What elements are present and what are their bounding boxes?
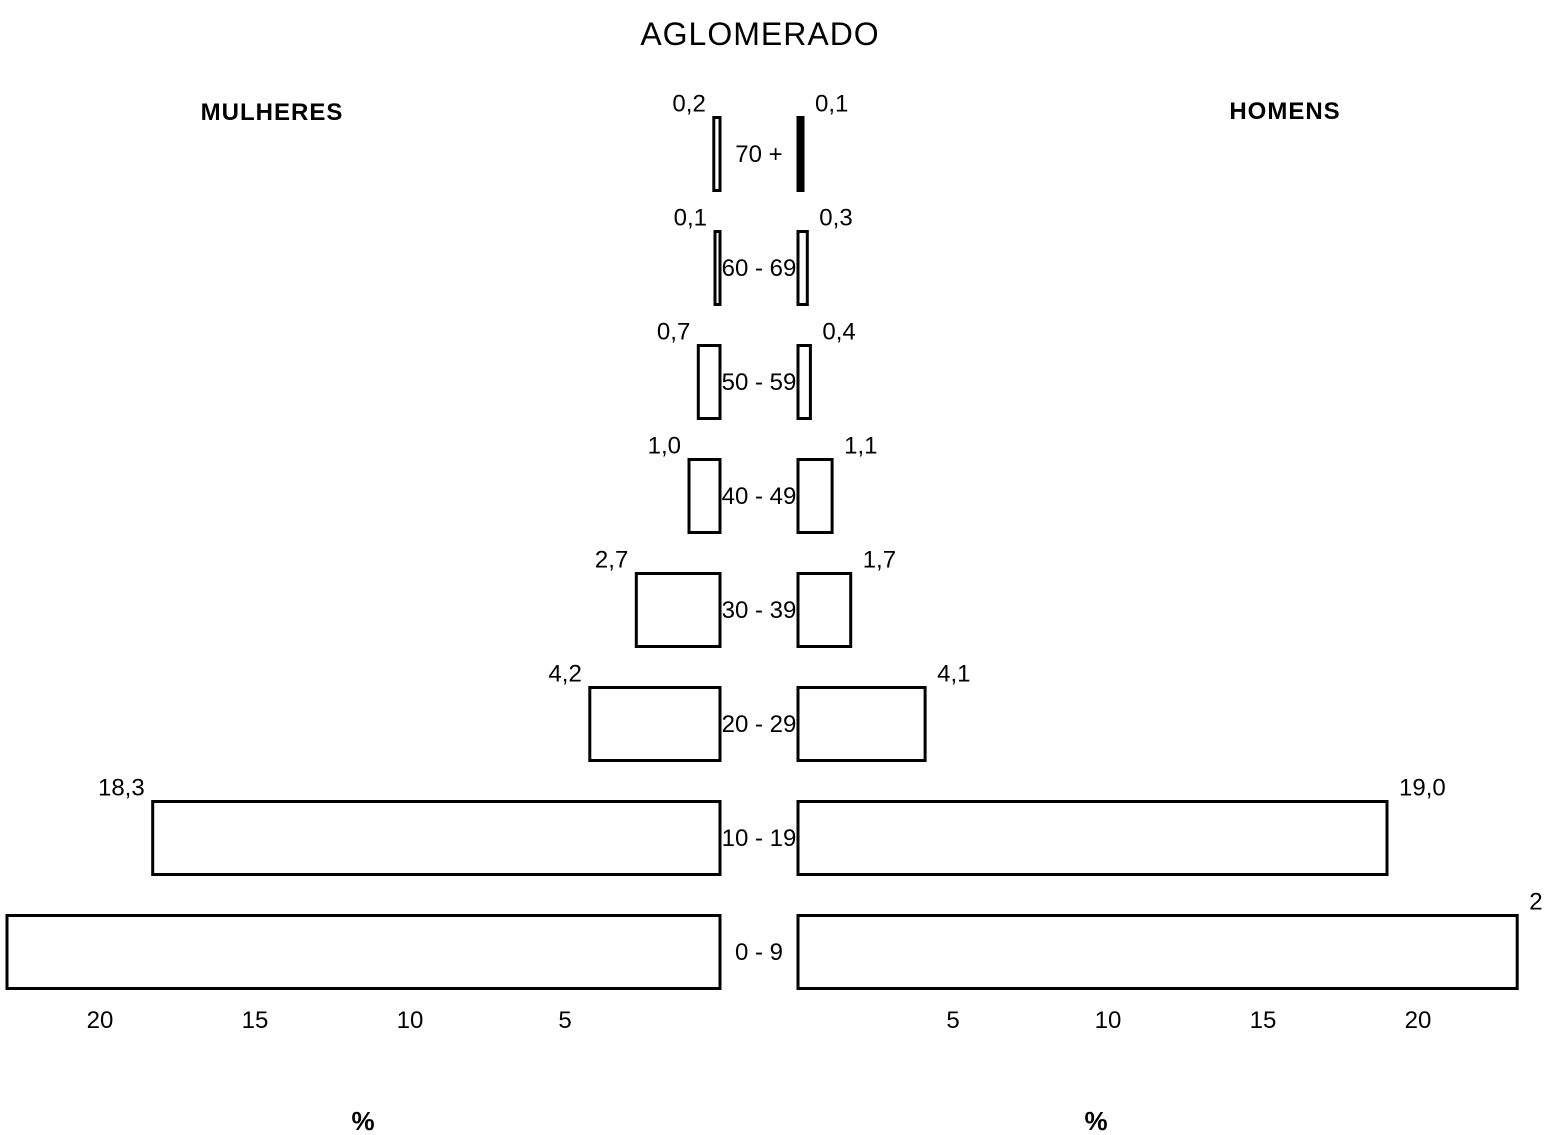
chart-marks: 0 - 9 2 10 - 19 18,3 19,0 20 - 29 4,2 4,1 30 - 3…: [5, 91, 1543, 1034]
male-value-label: 0,3: [819, 205, 852, 232]
female-bar: [696, 344, 722, 420]
male-value-label: 2: [1529, 889, 1542, 916]
male-bar: [796, 800, 1389, 876]
left-tick-label: 10: [397, 1007, 424, 1034]
left-axis-unit: %: [351, 1106, 374, 1135]
male-value-label: 1,1: [844, 433, 877, 460]
male-value-label: 0,1: [815, 91, 848, 118]
left-tick-label: 5: [558, 1007, 571, 1034]
right-side-label: HOMENS: [1229, 98, 1340, 125]
age-group-label: 30 - 39: [722, 597, 797, 624]
female-value-label: 0,7: [657, 319, 690, 346]
female-value-label: 2,7: [595, 547, 628, 574]
male-value-label: 0,4: [822, 319, 855, 346]
age-group-label: 0 - 9: [735, 939, 783, 966]
right-tick-label: 5: [946, 1007, 959, 1034]
right-tick-label: 20: [1405, 1007, 1432, 1034]
female-bar: [588, 686, 722, 762]
right-tick-label: 15: [1250, 1007, 1277, 1034]
female-bar: [5, 914, 722, 990]
male-value-label: 1,7: [863, 547, 896, 574]
right-axis-unit: %: [1084, 1106, 1107, 1135]
male-bar: [796, 230, 809, 306]
female-bar: [712, 116, 722, 192]
female-value-label: 18,3: [98, 775, 145, 802]
female-value-label: 4,2: [548, 661, 581, 688]
age-group-label: 70 +: [735, 141, 782, 168]
age-group-label: 50 - 59: [722, 369, 797, 396]
male-value-label: 4,1: [937, 661, 970, 688]
female-bar: [713, 230, 722, 306]
male-bar: [796, 686, 927, 762]
female-bar: [634, 572, 722, 648]
male-bar: [796, 914, 1519, 990]
age-group-label: 10 - 19: [722, 825, 797, 852]
male-bar: [796, 572, 853, 648]
left-tick-label: 15: [242, 1007, 269, 1034]
female-bar: [151, 800, 722, 876]
male-bar: [796, 458, 834, 534]
left-side-label: MULHERES: [201, 99, 344, 126]
age-group-label: 20 - 29: [722, 711, 797, 738]
female-bar: [687, 458, 722, 534]
age-group-label: 40 - 49: [722, 483, 797, 510]
age-group-label: 60 - 69: [722, 255, 797, 282]
female-value-label: 1,0: [648, 433, 681, 460]
female-value-label: 0,1: [674, 205, 707, 232]
male-value-label: 19,0: [1399, 775, 1446, 802]
male-bar: [796, 344, 812, 420]
female-value-label: 0,2: [672, 91, 705, 118]
right-tick-label: 10: [1095, 1007, 1122, 1034]
male-bar: [796, 116, 805, 192]
left-tick-label: 20: [87, 1007, 114, 1034]
chart-title: AGLOMERADO: [640, 16, 879, 52]
